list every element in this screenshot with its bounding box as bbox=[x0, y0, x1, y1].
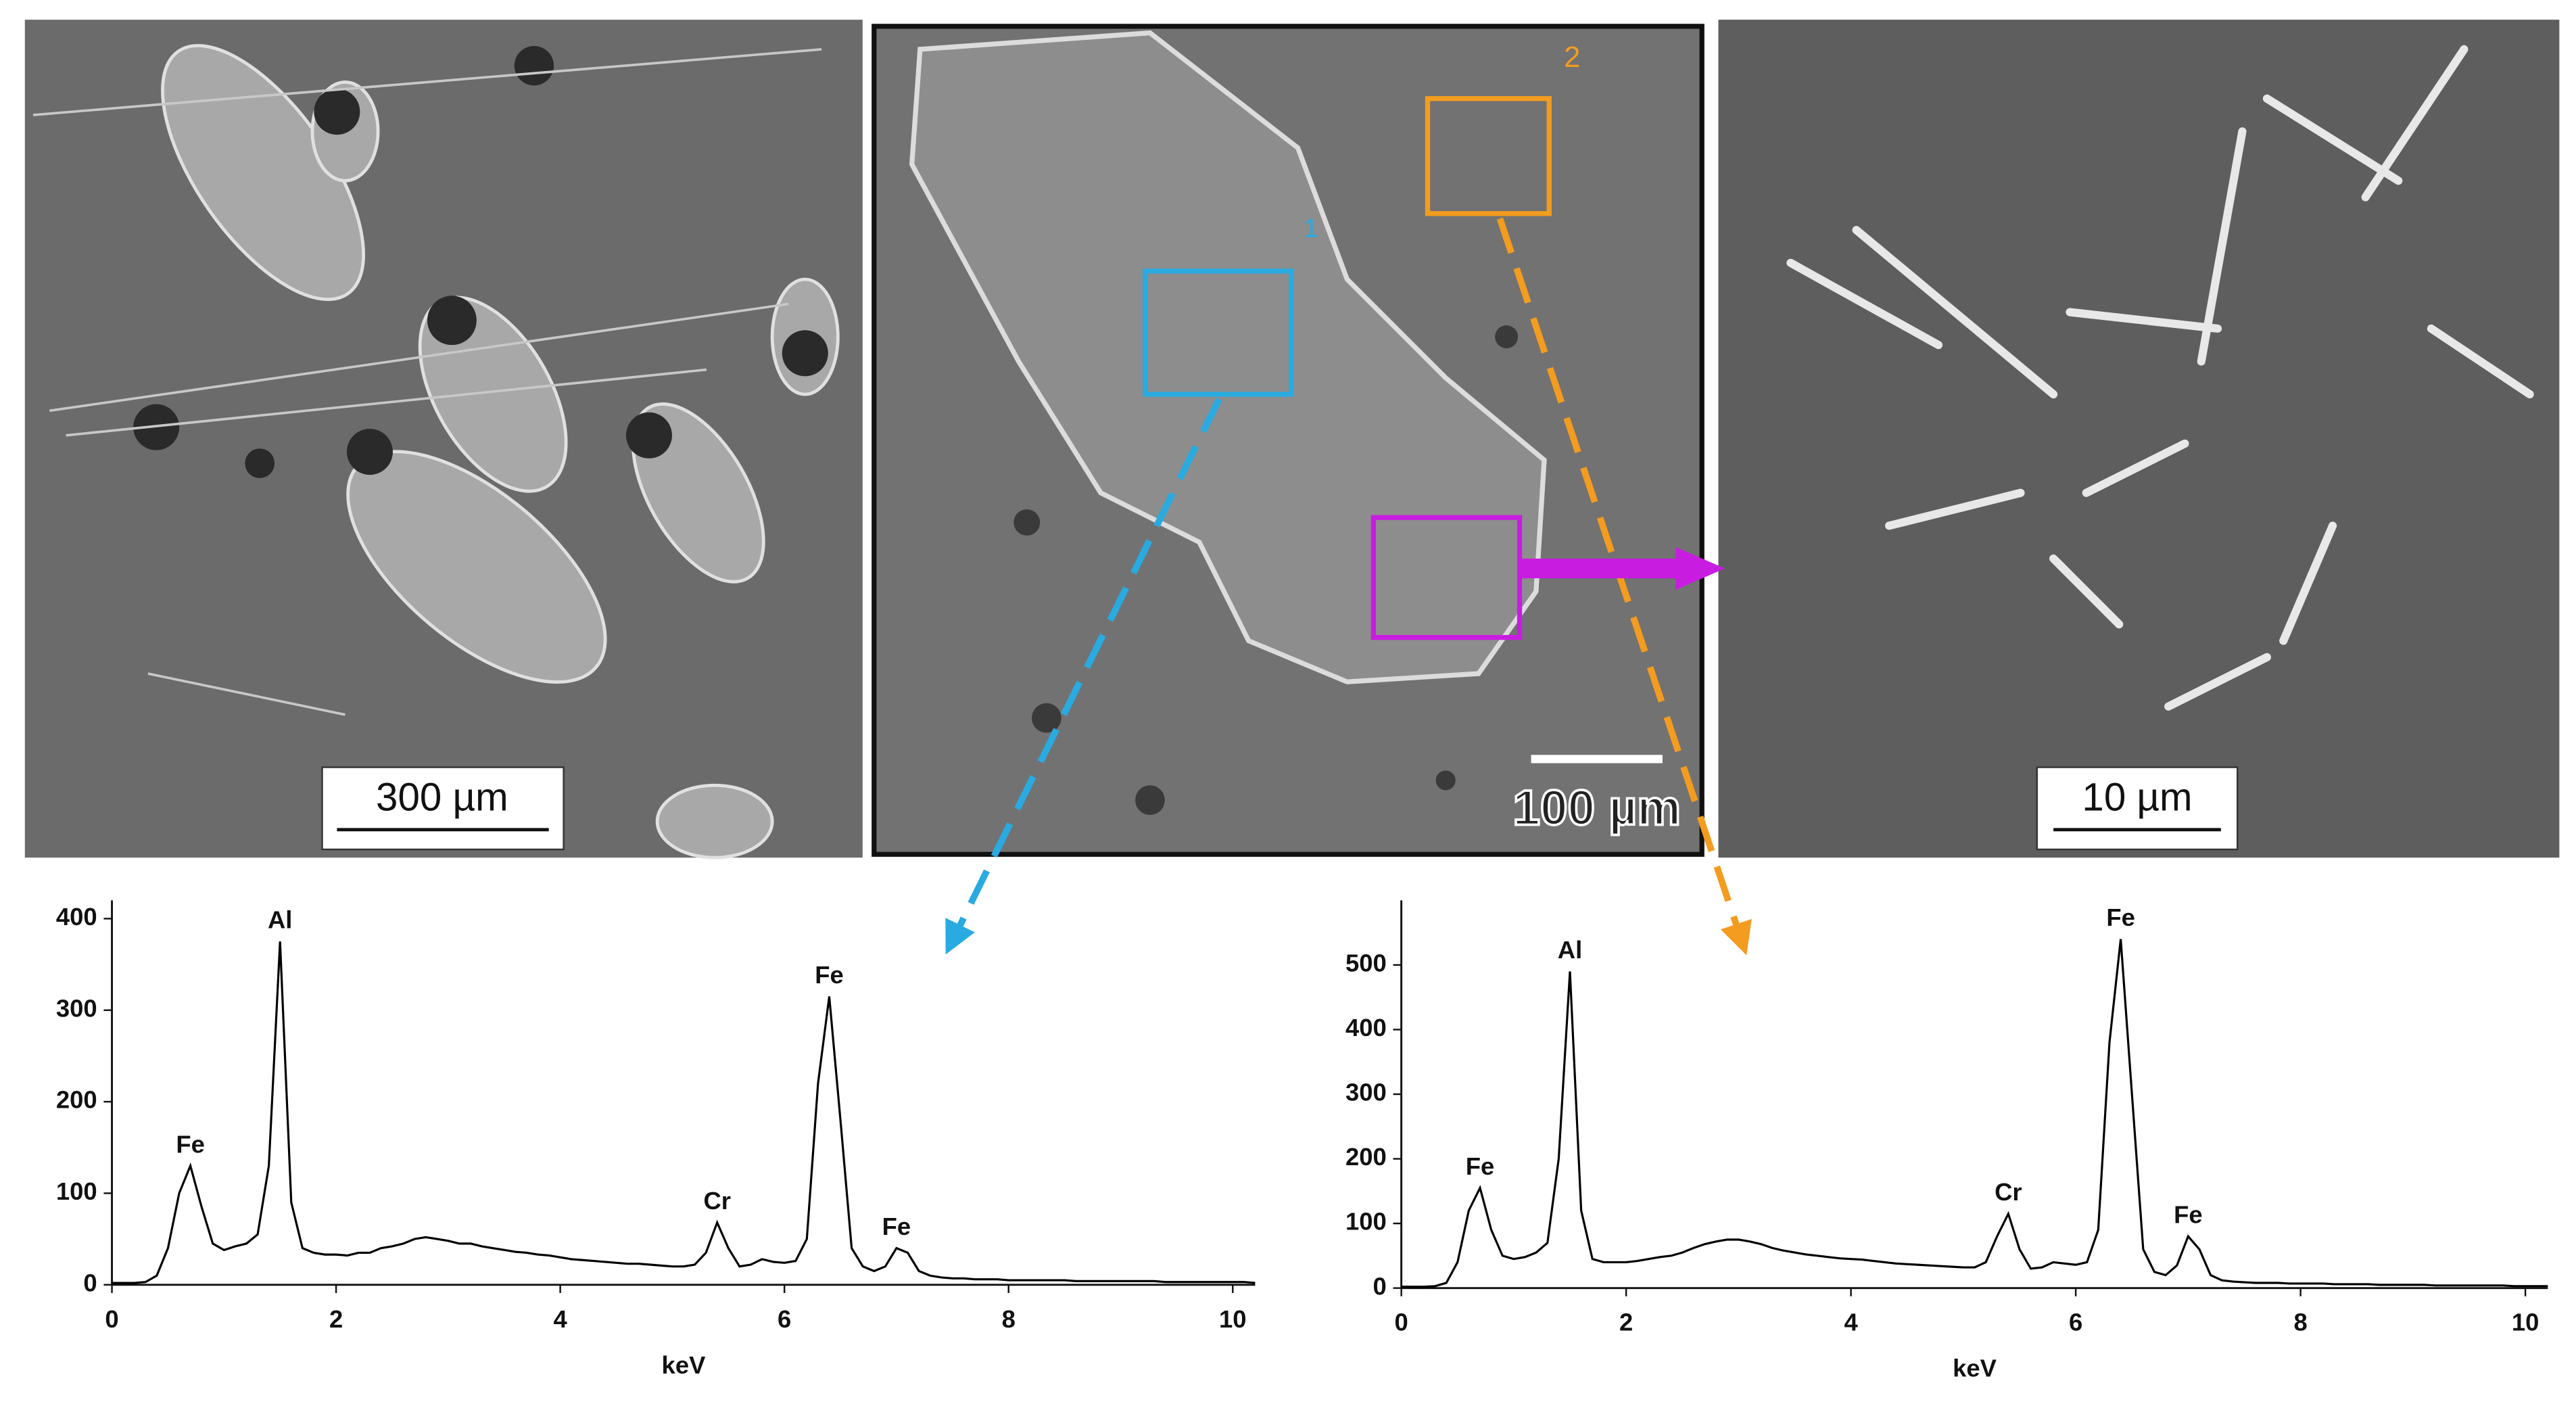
y-tick-label: 400 bbox=[1345, 1014, 1387, 1041]
peak-label: Al bbox=[1558, 936, 1582, 964]
x-axis-label: keV bbox=[1953, 1355, 1997, 1382]
peak-label: Fe bbox=[2106, 904, 2135, 931]
x-tick-label: 10 bbox=[2512, 1309, 2539, 1336]
x-tick-label: 2 bbox=[1619, 1309, 1633, 1336]
y-tick-label: 100 bbox=[1345, 1208, 1387, 1236]
x-tick-label: 0 bbox=[105, 1305, 118, 1333]
x-tick-label: 2 bbox=[329, 1305, 343, 1333]
peak-label: Cr bbox=[1995, 1178, 2022, 1206]
x-tick-label: 10 bbox=[1219, 1305, 1247, 1333]
arrow bbox=[1519, 546, 1725, 590]
peak-label: Cr bbox=[703, 1187, 731, 1215]
x-tick-label: 4 bbox=[1844, 1309, 1858, 1336]
x-tick-label: 4 bbox=[553, 1305, 567, 1333]
region-label: 1 bbox=[1304, 214, 1318, 243]
region-label: 2 bbox=[1564, 41, 1580, 74]
sem-image-middle: 1 2 100 µm bbox=[872, 24, 1704, 857]
y-tick-label: 200 bbox=[1345, 1143, 1387, 1171]
y-tick-label: 0 bbox=[83, 1269, 97, 1296]
scale-bar-label: 300 µm bbox=[376, 776, 508, 820]
y-tick-label: 400 bbox=[56, 903, 97, 931]
x-axis-label: keV bbox=[662, 1351, 707, 1379]
y-tick-label: 0 bbox=[1373, 1272, 1386, 1300]
peak-label: Fe bbox=[2174, 1201, 2203, 1229]
scale-bar-label: 10 µm bbox=[2082, 776, 2192, 820]
peak-label: Fe bbox=[882, 1213, 911, 1240]
arrow bbox=[1496, 217, 1752, 956]
x-tick-label: 0 bbox=[1394, 1309, 1408, 1336]
peak-label: Al bbox=[268, 906, 292, 934]
y-tick-label: 500 bbox=[1345, 949, 1387, 977]
peak-label: Fe bbox=[176, 1130, 205, 1158]
x-tick-label: 8 bbox=[2293, 1309, 2307, 1336]
y-tick-label: 300 bbox=[56, 994, 97, 1022]
x-tick-label: 6 bbox=[778, 1305, 791, 1333]
x-tick-label: 6 bbox=[2069, 1309, 2082, 1336]
peak-label: Fe bbox=[1466, 1152, 1495, 1180]
x-tick-label: 8 bbox=[1002, 1305, 1016, 1333]
y-tick-label: 300 bbox=[1345, 1079, 1387, 1106]
spectrum-line bbox=[112, 941, 1256, 1284]
scale-bar-label: 100 µm bbox=[1512, 780, 1681, 835]
spectrum-line bbox=[1401, 939, 2548, 1288]
sem-image-left: 300 µm bbox=[24, 20, 863, 860]
sem-image-right: 10 µm bbox=[1718, 20, 2560, 858]
peak-label: Fe bbox=[815, 961, 844, 989]
y-tick-label: 200 bbox=[56, 1086, 97, 1114]
arrow bbox=[945, 398, 1222, 955]
y-tick-label: 100 bbox=[56, 1177, 97, 1205]
